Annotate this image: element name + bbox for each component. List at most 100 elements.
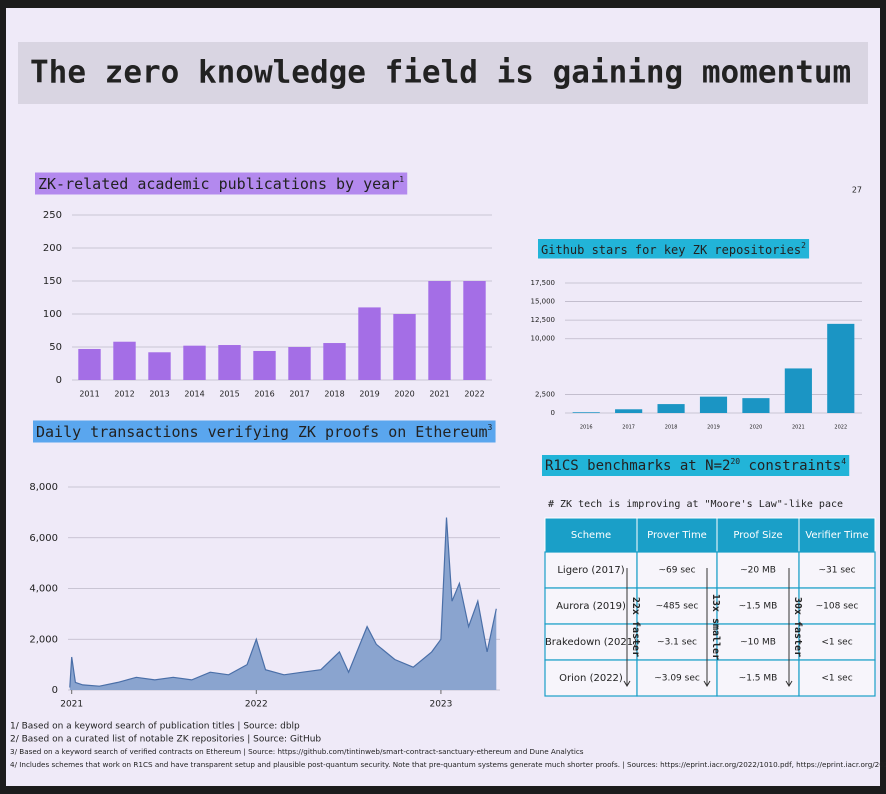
- cell-text: Ligero (2017): [557, 565, 624, 576]
- y-tick-label: 150: [43, 276, 62, 287]
- header-cell: [798, 517, 876, 553]
- y-tick-label: 15,000: [531, 298, 556, 306]
- arrow-head: [785, 680, 793, 687]
- y-tick-label: 250: [43, 210, 62, 221]
- y-tick-label: 50: [49, 342, 62, 353]
- y-tick-label: 0: [551, 409, 555, 417]
- table-cell: [716, 587, 800, 625]
- x-tick-label: 2021: [792, 425, 805, 431]
- title-band: [18, 42, 868, 104]
- table-cell: [544, 623, 638, 661]
- x-tick-label: 2021: [60, 700, 83, 710]
- x-tick-label: 2017: [622, 425, 635, 431]
- y-tick-label: 0: [56, 375, 62, 386]
- x-tick-label: 2018: [665, 425, 678, 431]
- table-cell: [798, 587, 876, 625]
- arrow-head: [623, 680, 631, 687]
- bar: [784, 368, 812, 413]
- cell-text: ~485 sec: [656, 602, 699, 612]
- x-tick-label: 2011: [79, 390, 99, 399]
- line: [69, 517, 497, 688]
- bar: [113, 341, 136, 380]
- y-tick-label: 4,000: [29, 584, 58, 595]
- y-tick-label: 2,500: [535, 390, 555, 398]
- x-tick-label: 2013: [149, 390, 169, 399]
- bar: [288, 347, 311, 380]
- x-tick-label: 2016: [580, 425, 593, 431]
- bar: [358, 307, 381, 380]
- cell-text: <1 sec: [821, 638, 852, 648]
- table-comment: # ZK tech is improving at "Moore's Law"-…: [548, 499, 843, 510]
- x-tick-label: 2022: [464, 390, 484, 399]
- cell-text: Brakedown (2021): [545, 637, 637, 648]
- chart-heading: ZK-related academic publications by year…: [38, 175, 404, 193]
- bar: [323, 343, 346, 380]
- y-tick-label: 200: [43, 243, 62, 254]
- heading-exponent: 20: [730, 457, 740, 466]
- cell-text: ~108 sec: [816, 602, 859, 612]
- y-tick-label: 0: [52, 685, 58, 696]
- chart-heading: Github stars for key ZK repositories2: [541, 241, 806, 257]
- bar: [218, 345, 241, 380]
- cell-text: <1 sec: [821, 674, 852, 684]
- bar: [428, 281, 451, 380]
- y-tick-label: 17,500: [531, 279, 556, 287]
- y-tick-label: 10,000: [531, 335, 556, 343]
- bar: [78, 348, 101, 380]
- column-header: Verifier Time: [805, 530, 868, 541]
- footnote: 1/ Based on a keyword search of publicat…: [10, 722, 300, 732]
- bar: [393, 314, 416, 380]
- bar: [253, 350, 276, 380]
- table-cell: [798, 659, 876, 697]
- table-cell: [716, 659, 800, 697]
- table-cell: [636, 659, 718, 697]
- x-tick-label: 2021: [429, 390, 449, 399]
- heading-note: 2: [801, 241, 806, 250]
- y-tick-label: 100: [43, 309, 62, 320]
- heading-note: 3: [488, 423, 493, 432]
- heading-text: Daily transactions verifying ZK proofs o…: [36, 423, 488, 441]
- column-header: Scheme: [571, 530, 611, 541]
- cell-text: ~3.09 sec: [654, 674, 700, 684]
- table-cell: [636, 587, 718, 625]
- bar: [657, 404, 685, 413]
- footnote: 3/ Based on a keyword search of verified…: [10, 747, 584, 756]
- heading-text: ZK-related academic publications by year: [38, 175, 399, 193]
- table-cell: [636, 623, 718, 661]
- table-heading: R1CS benchmarks at N=220 constraints4: [545, 457, 846, 474]
- heading-text: Github stars for key ZK repositories: [541, 243, 801, 257]
- heading-band: [35, 172, 408, 195]
- cell-text: ~10 MB: [740, 638, 776, 648]
- bar: [742, 398, 770, 413]
- cell-text: ~1.5 MB: [739, 674, 778, 684]
- heading-text: R1CS benchmarks at N=2: [545, 458, 730, 474]
- bar: [183, 345, 206, 380]
- header-cell: [544, 517, 638, 553]
- annotation: 13x smaller: [710, 594, 721, 660]
- y-tick-label: 6,000: [29, 533, 58, 544]
- bar: [572, 412, 600, 413]
- cell-text: ~31 sec: [818, 566, 855, 576]
- x-tick-label: 2016: [254, 390, 274, 399]
- y-tick-label: 8,000: [29, 482, 58, 493]
- cell-text: Orion (2022): [559, 673, 623, 684]
- cell-text: ~3.1 sec: [657, 638, 697, 648]
- heading-band: [542, 455, 850, 476]
- x-tick-label: 2017: [289, 390, 309, 399]
- heading-note: 4: [841, 457, 846, 466]
- cell-text: ~69 sec: [658, 566, 695, 576]
- table-cell: [544, 659, 638, 697]
- cell-text: ~1.5 MB: [739, 602, 778, 612]
- bar: [827, 323, 855, 413]
- bar: [148, 352, 171, 380]
- column-header: Proof Size: [733, 530, 782, 541]
- annotation: 22x faster: [630, 597, 641, 657]
- x-tick-label: 2018: [324, 390, 344, 399]
- x-tick-label: 2020: [394, 390, 414, 399]
- y-tick-label: 2,000: [29, 634, 58, 645]
- heading-band: [33, 420, 496, 443]
- bar: [615, 409, 643, 413]
- x-tick-label: 2020: [750, 425, 763, 431]
